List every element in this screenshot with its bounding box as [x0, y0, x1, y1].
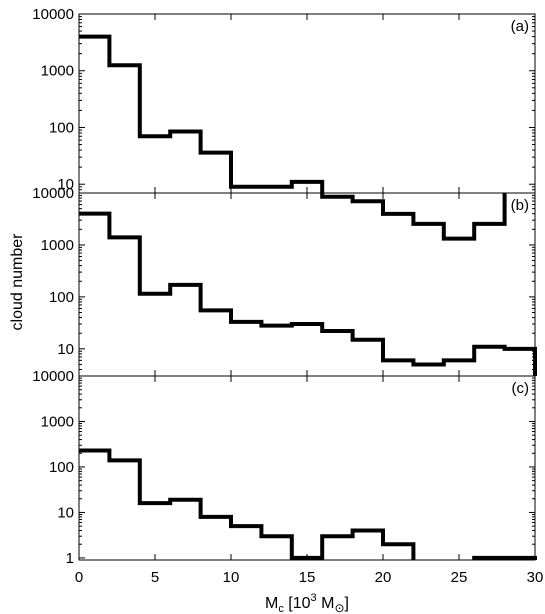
panel-frame: [78, 192, 536, 377]
y-tick-label: 10: [57, 176, 74, 193]
histogram-series: [79, 211, 537, 376]
y-tick-label: 10000: [32, 6, 74, 23]
x-tick-labels: 0 5 10 15 20 25 30: [75, 569, 544, 586]
x-tick-label: 30: [527, 569, 544, 586]
panel-frame: [78, 375, 536, 561]
y-tick-label: 10: [57, 341, 74, 358]
sun-symbol-icon: ⊙: [334, 601, 344, 614]
panel-a: 10 100 1000 10000 (a): [32, 6, 536, 241]
y-tick-label: 100: [49, 119, 74, 136]
y-tick-label: 1000: [41, 63, 74, 80]
y-axis-label: cloud number: [9, 233, 26, 331]
y-tick-label: 100: [49, 459, 74, 476]
x-axis-label-unit-open: [10: [284, 595, 311, 612]
y-tick-label: 10000: [32, 368, 74, 385]
x-tick-label: 0: [75, 569, 83, 586]
panel-frame: [78, 13, 536, 194]
panel-b: 10 100 1000 10000 (b): [32, 185, 537, 377]
histogram-series: [79, 34, 507, 241]
x-axis-label-main: M: [265, 595, 278, 612]
panel-label: (a): [511, 18, 529, 35]
y-tick-label: 1000: [41, 413, 74, 430]
y-tick-label: 1: [66, 550, 74, 567]
x-axis-label-unit-exp: 3: [311, 592, 317, 604]
x-axis-label-sub: c: [278, 603, 284, 614]
y-tick-label: 1000: [41, 237, 74, 254]
x-tick-label: 25: [451, 569, 468, 586]
y-tick-label: 10: [57, 504, 74, 521]
y-tick-label: 10000: [32, 185, 74, 202]
x-axis-label: Mc [103 M⊙]: [265, 592, 349, 614]
histogram-series: [472, 555, 537, 560]
x-tick-label: 5: [151, 569, 159, 586]
x-axis-label-unit-mid: M: [317, 595, 335, 612]
panel-label: (b): [511, 197, 529, 214]
histogram-series: [79, 448, 416, 560]
panel-c: 1 10 100 1000 10000 (c): [32, 368, 537, 567]
x-tick-label: 20: [375, 569, 392, 586]
panel-label: (c): [512, 380, 530, 397]
panels: 10100100010000(a)10100100010000(b)110100…: [32, 6, 537, 567]
x-tick-label: 15: [299, 569, 316, 586]
x-tick-label: 10: [223, 569, 240, 586]
x-axis-label-unit-close: ]: [345, 595, 349, 612]
y-tick-label: 100: [49, 289, 74, 306]
